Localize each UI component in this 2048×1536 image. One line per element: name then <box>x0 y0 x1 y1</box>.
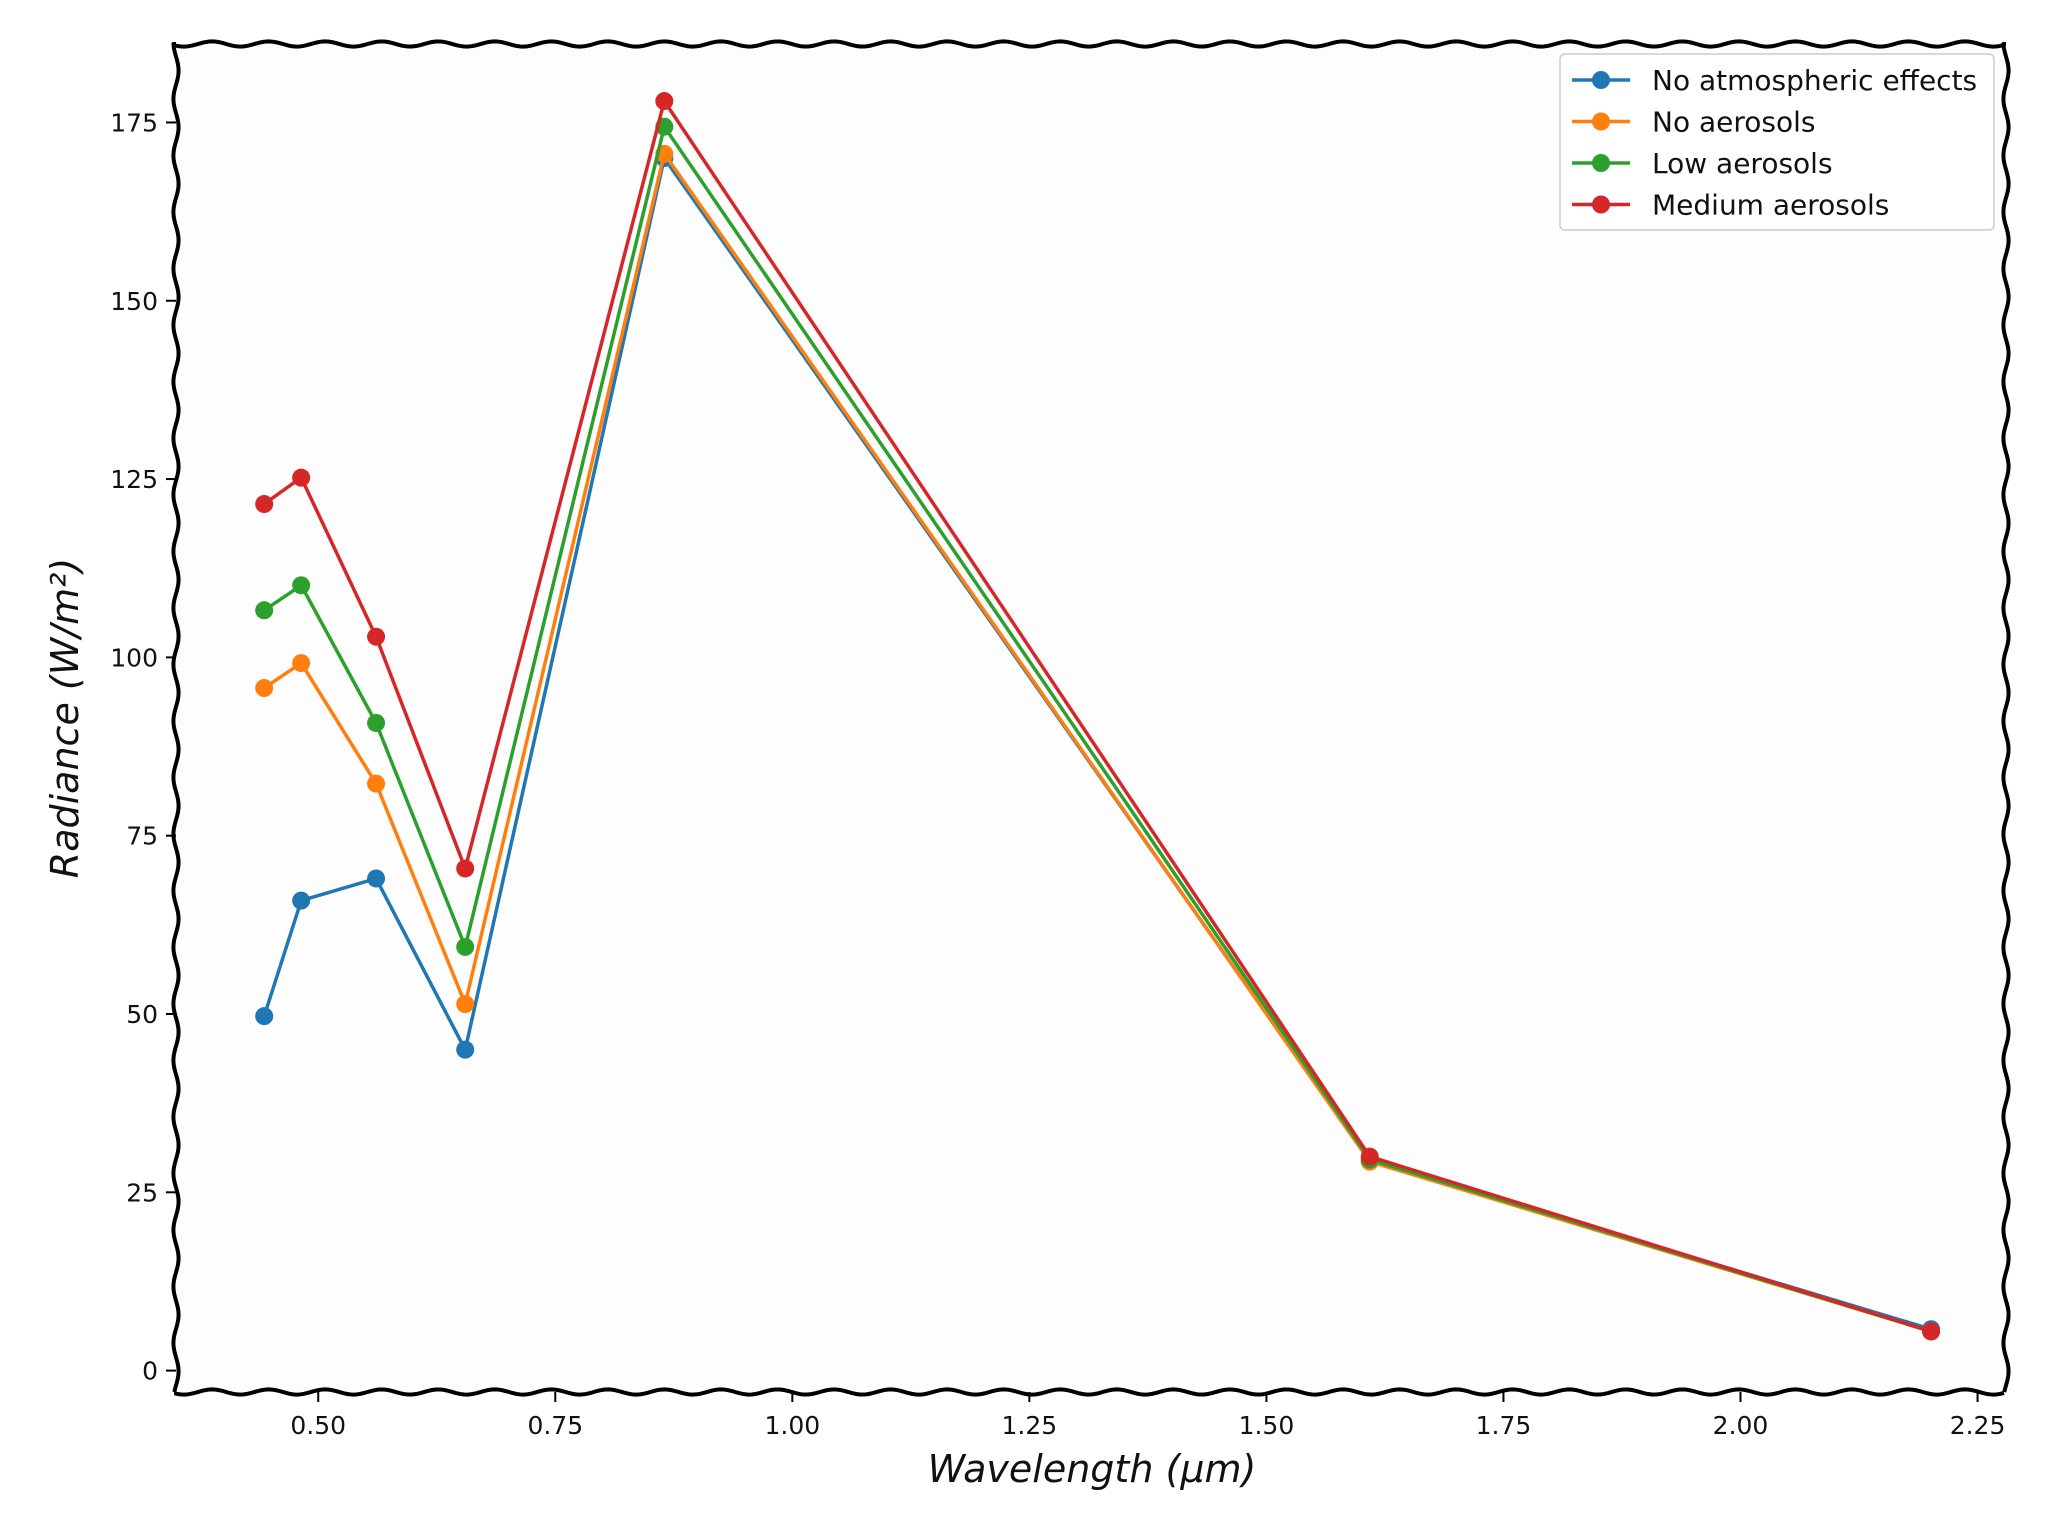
x-tick-label: 0.50 <box>290 1411 346 1440</box>
legend-marker <box>1592 112 1610 131</box>
plot-frame <box>171 39 2011 1397</box>
x-tick-label: 1.00 <box>764 1411 820 1440</box>
legend-label: No atmospheric effects <box>1652 64 1977 97</box>
frame-left <box>171 42 181 1393</box>
data-point <box>1922 1322 1941 1341</box>
data-point <box>255 495 274 514</box>
x-tick-label: 2.25 <box>1950 1411 2006 1440</box>
data-point <box>255 1007 274 1026</box>
x-tick-label: 2.00 <box>1713 1411 1769 1440</box>
y-tick-label: 175 <box>110 108 158 137</box>
data-point <box>456 995 475 1014</box>
data-point <box>456 1040 475 1059</box>
x-tick-label: 1.50 <box>1239 1411 1295 1440</box>
y-tick-label: 100 <box>110 643 158 672</box>
y-axis-title: Radiance (W/m²) <box>43 558 87 878</box>
data-point <box>456 937 475 956</box>
y-tick-label: 0 <box>142 1357 158 1386</box>
legend-entry: No atmospheric effects <box>1572 64 1977 97</box>
frame-bottom <box>174 1387 2005 1397</box>
legend-label: No aerosols <box>1652 106 1815 139</box>
legend-marker <box>1592 154 1610 172</box>
legend-box <box>1559 53 1995 231</box>
data-point <box>367 713 386 732</box>
series-4 <box>255 92 1941 1341</box>
series-layer <box>255 92 1941 1341</box>
data-point <box>1360 1147 1379 1166</box>
legend-label: Low aerosols <box>1652 147 1833 180</box>
legend-marker <box>1592 71 1610 89</box>
data-point <box>367 869 386 888</box>
y-tick-label: 50 <box>126 1000 158 1029</box>
data-point <box>255 601 274 620</box>
x-axis-title: Wavelength (μm) <box>928 1447 1257 1491</box>
y-tick-label: 125 <box>110 465 158 494</box>
data-point <box>367 627 386 646</box>
legend-entry: Low aerosols <box>1572 147 1833 180</box>
plot-area <box>176 44 2006 1392</box>
data-point <box>292 468 311 487</box>
data-point <box>292 891 311 910</box>
data-point <box>655 92 674 111</box>
data-point <box>292 576 311 595</box>
data-point <box>255 679 274 698</box>
legend-label: Medium aerosols <box>1652 189 1889 222</box>
data-point <box>456 859 475 878</box>
x-tick-label: 1.25 <box>1002 1411 1058 1440</box>
y-tick-label: 25 <box>126 1178 158 1207</box>
x-axis: 0.50 0.75 1.00 1.25 1.50 1.75 2.00 2.25 <box>290 1392 2005 1440</box>
legend: No atmospheric effects No aerosols Low aer… <box>1559 53 1995 231</box>
frame-right <box>2001 42 2011 1393</box>
legend-marker <box>1592 195 1610 214</box>
y-tick-label: 150 <box>110 287 158 316</box>
frame-top <box>174 39 2005 49</box>
x-tick-label: 0.75 <box>527 1411 583 1440</box>
legend-entry: Medium aerosols <box>1572 189 1889 222</box>
x-tick-label: 1.75 <box>1476 1411 1532 1440</box>
legend-entry: No aerosols <box>1572 106 1815 139</box>
data-point <box>292 654 311 673</box>
y-axis: 0 25 50 75 100 125 150 175 <box>110 108 176 1386</box>
y-tick-label: 75 <box>126 822 158 851</box>
data-point <box>367 774 386 793</box>
